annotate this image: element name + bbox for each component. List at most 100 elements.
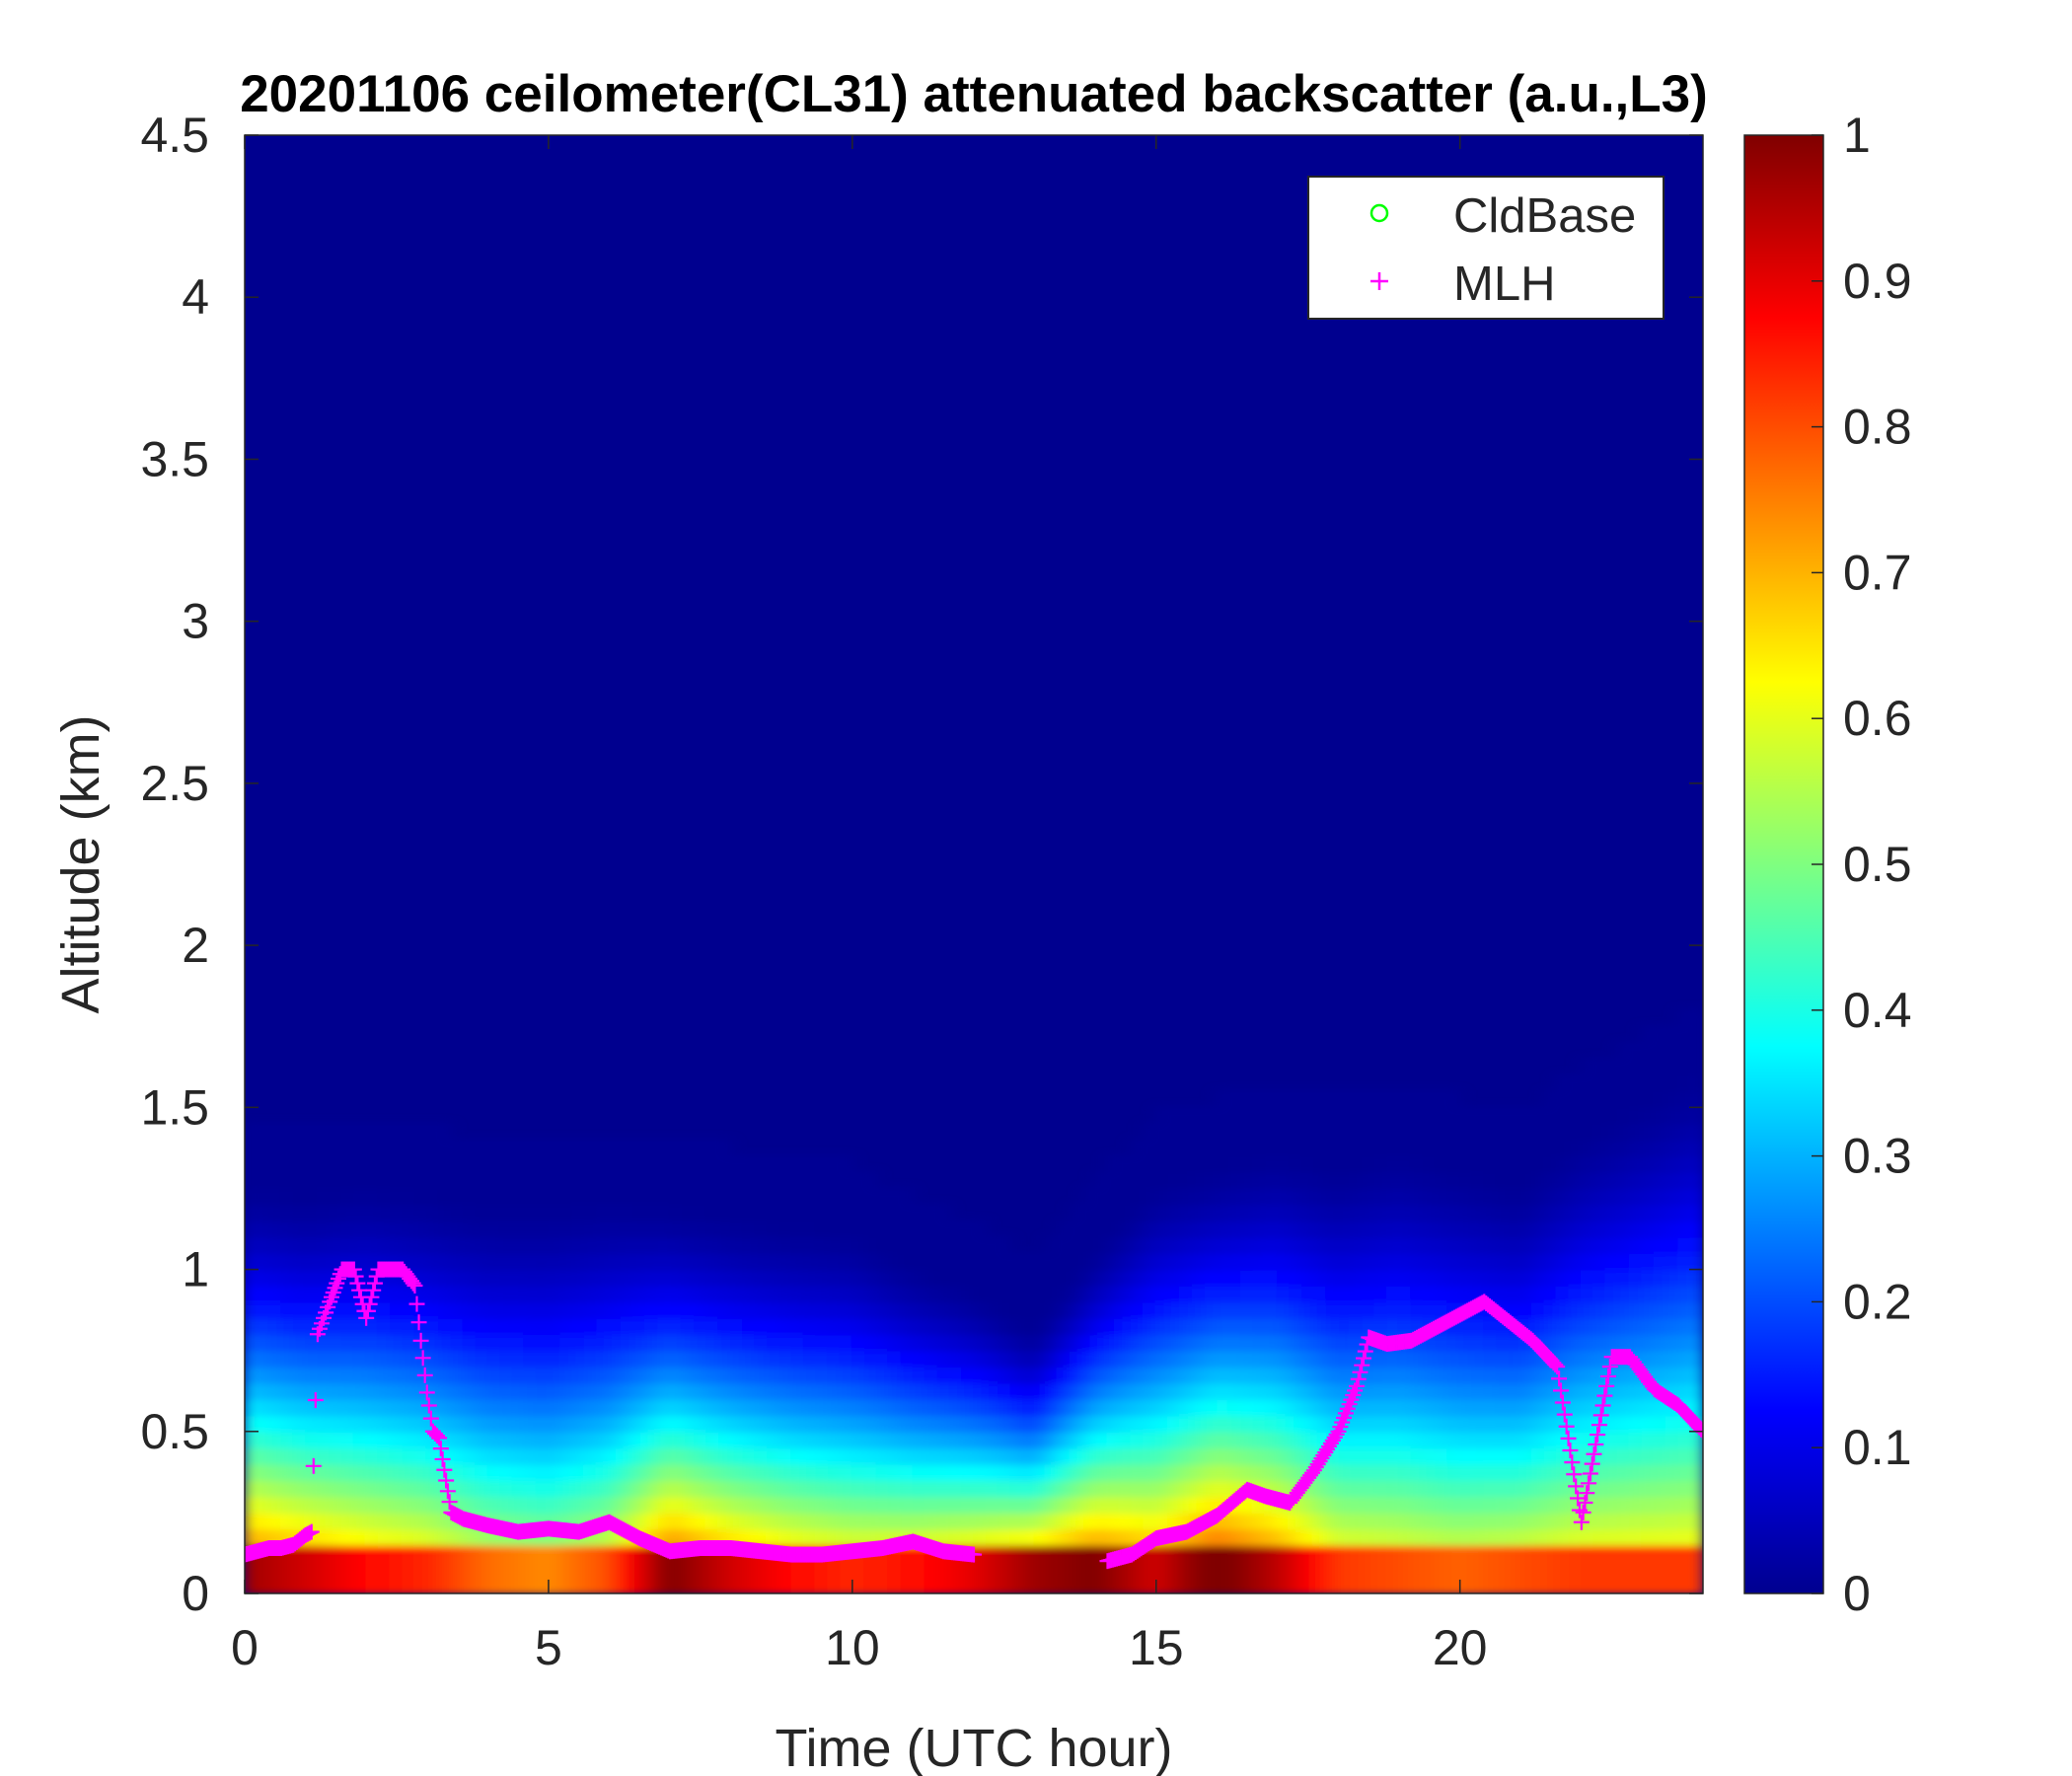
backscatter-cell [1081, 1381, 1097, 1400]
backscatter-cell [279, 1349, 295, 1369]
backscatter-cell [1204, 1397, 1219, 1417]
backscatter-cell [1094, 1187, 1109, 1206]
backscatter-cell [790, 1171, 805, 1190]
backscatter-cell [535, 1333, 550, 1352]
backscatter-cell [1556, 1154, 1571, 1174]
backscatter-cell [1677, 1316, 1692, 1336]
backscatter-cell [924, 1462, 939, 1482]
backscatter-cell [1653, 1414, 1668, 1433]
backscatter-cell [1081, 1576, 1097, 1593]
backscatter-cell [1398, 1252, 1413, 1271]
backscatter-cell [1154, 1397, 1170, 1417]
backscatter-cell [766, 1462, 780, 1482]
backscatter-cell [1216, 1366, 1230, 1384]
backscatter-cell [608, 1446, 623, 1465]
backscatter-cell [936, 1430, 951, 1449]
backscatter-cell [608, 1462, 623, 1482]
backscatter-cell [498, 1171, 513, 1190]
backscatter-cell [1033, 1511, 1048, 1530]
backscatter-cell [377, 1527, 392, 1546]
backscatter-cell [292, 1316, 307, 1336]
backscatter-cell [559, 1220, 574, 1238]
backscatter-cell [1312, 1333, 1328, 1352]
backscatter-cell [632, 1316, 647, 1336]
backscatter-cell [827, 1316, 842, 1336]
backscatter-cell [1070, 1479, 1084, 1498]
backscatter-cell [1385, 1252, 1401, 1271]
backscatter-cell [535, 1235, 550, 1255]
backscatter-cell [1653, 1527, 1668, 1546]
backscatter-cell [1495, 1203, 1510, 1222]
backscatter-cell [1312, 1300, 1328, 1319]
backscatter-cell [377, 1446, 392, 1465]
backscatter-cell [1227, 1381, 1242, 1400]
backscatter-cell [1081, 1349, 1097, 1369]
backscatter-cell [438, 1284, 453, 1303]
backscatter-cell [340, 1220, 355, 1238]
backscatter-cell [632, 1430, 647, 1449]
backscatter-cell [292, 1349, 307, 1369]
backscatter-cell [960, 1446, 975, 1465]
backscatter-cell [997, 1381, 1011, 1400]
backscatter-cell [523, 1479, 538, 1498]
backscatter-cell [1070, 1397, 1084, 1417]
backscatter-cell [839, 1203, 853, 1222]
backscatter-cell [705, 1349, 720, 1369]
backscatter-cell [1398, 1171, 1413, 1190]
backscatter-cell [887, 1187, 903, 1206]
backscatter-cell [1325, 1543, 1340, 1563]
backscatter-cell [1507, 1381, 1522, 1400]
backscatter-cell [1167, 1349, 1182, 1369]
backscatter-cell [425, 1381, 441, 1400]
backscatter-cell [851, 1479, 866, 1498]
backscatter-cell [340, 1203, 355, 1222]
backscatter-cell [1252, 1576, 1267, 1593]
backscatter-cell [1592, 1576, 1607, 1593]
backscatter-cell [717, 1349, 732, 1369]
backscatter-cell [450, 1203, 465, 1222]
backscatter-cell [608, 1284, 623, 1303]
backscatter-cell [1264, 1300, 1279, 1319]
mlh-point [418, 1384, 435, 1401]
backscatter-cell [365, 1479, 380, 1498]
backscatter-cell [1118, 1479, 1134, 1498]
backscatter-cell [1227, 1414, 1242, 1433]
backscatter-cell [1458, 1446, 1473, 1465]
backscatter-cell [1349, 1479, 1365, 1498]
backscatter-cell [1629, 1284, 1644, 1303]
backscatter-cell [1568, 1203, 1583, 1222]
backscatter-cell [802, 1430, 817, 1449]
backscatter-cell [1483, 1187, 1498, 1206]
backscatter-cell [583, 1560, 599, 1579]
backscatter-field [245, 1008, 1703, 1593]
backscatter-cell [1543, 1316, 1559, 1336]
backscatter-cell [814, 1333, 830, 1352]
backscatter-cell [377, 1139, 392, 1157]
backscatter-cell [924, 1366, 939, 1384]
backscatter-cell [1349, 1220, 1365, 1238]
backscatter-cell [279, 1139, 295, 1157]
backscatter-cell [462, 1300, 478, 1319]
backscatter-cell [790, 1527, 805, 1546]
backscatter-cell [475, 1268, 489, 1287]
backscatter-cell [450, 1300, 465, 1319]
backscatter-cell [475, 1171, 489, 1190]
backscatter-cell [1154, 1333, 1170, 1352]
backscatter-cell [1300, 1171, 1315, 1190]
backscatter-cell [632, 1203, 647, 1222]
backscatter-cell [839, 1333, 853, 1352]
backscatter-cell [620, 1495, 635, 1514]
backscatter-cell [608, 1187, 623, 1206]
backscatter-cell [1325, 1381, 1340, 1400]
backscatter-cell [1373, 1560, 1388, 1579]
backscatter-cell [535, 1543, 550, 1563]
backscatter-cell [559, 1414, 574, 1433]
backscatter-cell [1495, 1284, 1510, 1303]
backscatter-cell [754, 1284, 769, 1303]
backscatter-cell [1167, 1316, 1182, 1336]
backscatter-cell [1337, 1527, 1352, 1546]
backscatter-cell [1665, 1430, 1680, 1449]
backscatter-cell [571, 1187, 586, 1206]
backscatter-cell [1604, 1122, 1619, 1142]
backscatter-cell [1252, 1187, 1267, 1206]
